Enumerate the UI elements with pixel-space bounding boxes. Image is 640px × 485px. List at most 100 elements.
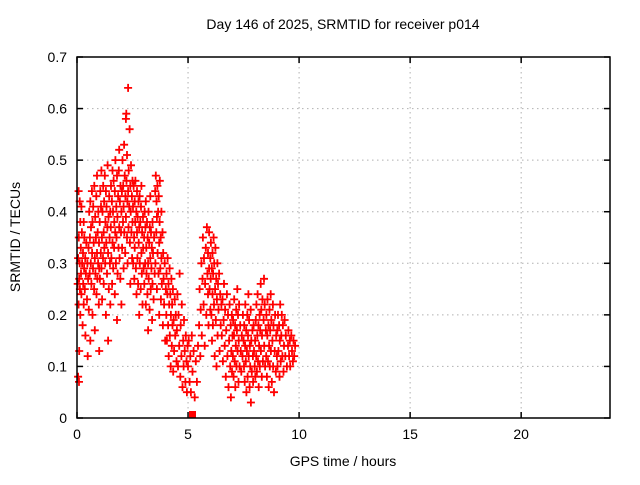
data-point-plus [217,331,226,340]
data-point-plus [240,321,249,330]
data-point-plus [125,238,134,247]
data-point-plus [116,274,125,283]
data-point-plus [94,259,103,268]
data-point-plus [197,331,206,340]
data-point-plus [85,207,94,216]
data-point-plus [83,295,91,304]
data-point-plus [130,243,139,252]
data-point-plus [216,290,225,299]
data-point-plus [199,300,208,309]
data-point-plus [136,218,145,226]
data-point-plus [275,372,284,381]
data-point-plus [117,207,126,216]
data-point-plus [145,238,154,247]
data-point-plus [241,357,250,366]
data-point-plus [177,352,186,361]
data-point-plus [229,316,238,324]
data-point-plus [157,279,166,288]
x-tick-label: 10 [291,426,307,442]
data-point-plus [74,254,83,263]
data-point-plus [100,243,109,252]
x-tick-label: 15 [402,426,418,442]
data-point-plus [113,171,121,180]
data-point-plus [264,357,272,366]
data-point-plus [208,249,217,257]
data-point-plus [147,264,156,273]
data-point-plus [250,347,258,355]
data-point-plus [279,367,288,376]
data-point-plus [241,300,250,309]
data-point-plus [176,372,185,381]
data-point-plus [152,285,161,294]
data-point-plus [145,305,154,314]
data-point-plus [166,290,175,299]
data-point-plus [109,176,118,185]
data-point-plus [209,233,218,242]
data-point-plus [103,161,112,170]
data-point-plus [82,238,91,247]
data-point-plus [129,202,137,211]
data-point-plus [159,249,168,257]
data-point-plus [211,285,220,294]
data-point-plus [91,212,100,221]
data-point-plus [275,336,284,345]
data-point-plus [210,352,219,361]
data-point-plus [288,347,296,355]
data-point-plus [90,254,99,263]
data-point-plus [230,331,238,340]
data-point-plus [256,279,265,288]
data-point-plus [107,197,116,206]
data-point-plus [145,223,154,232]
data-point-plus [141,300,150,309]
data-point-plus [74,187,83,196]
data-point-plus [120,140,129,149]
data-point-plus [83,352,92,361]
data-point-plus [251,316,260,324]
data-point-plus [198,274,207,283]
data-point-plus [180,347,189,355]
data-point-plus [280,316,289,324]
data-point-plus [121,212,130,221]
data-point-plus [184,362,192,371]
data-point-plus [88,218,97,226]
data-point-plus [91,269,100,278]
data-point-plus [221,305,230,314]
data-point-plus [246,305,255,314]
data-point-plus [180,316,188,324]
data-point-plus [131,176,140,185]
data-point-plus [210,300,218,309]
data-point-plus [175,341,184,350]
data-point-plus [104,249,113,257]
data-point-plus [104,285,113,294]
data-point-plus [176,321,185,330]
data-point-plus [148,316,157,324]
data-point-plus [123,197,132,206]
data-point-plus [151,187,160,196]
data-point-plus [168,285,177,294]
data-point-plus [201,279,210,288]
data-point-plus [242,347,251,355]
data-point-plus [208,336,216,345]
data-point-plus [182,357,191,366]
data-point-plus [134,238,143,247]
data-point-plus [263,331,272,340]
data-point-plus [207,264,216,273]
data-point-plus [152,197,161,206]
data-point-plus [107,254,116,263]
data-point-plus [233,285,242,294]
data-point-plus [155,310,164,319]
data-point-plus [254,383,263,392]
data-point-plus [155,238,164,247]
data-point-plus [123,151,131,159]
data-point-plus [77,202,86,211]
data-point-plus [267,377,276,386]
data-point-plus [211,316,220,324]
data-point-plus [114,192,123,201]
data-point-plus [156,233,165,242]
data-point-plus [184,336,193,345]
data-point-plus [222,290,231,299]
y-tick-label: 0.5 [48,152,68,168]
data-point-plus [277,310,286,319]
data-point-plus [262,310,271,319]
data-point-plus [220,279,228,288]
